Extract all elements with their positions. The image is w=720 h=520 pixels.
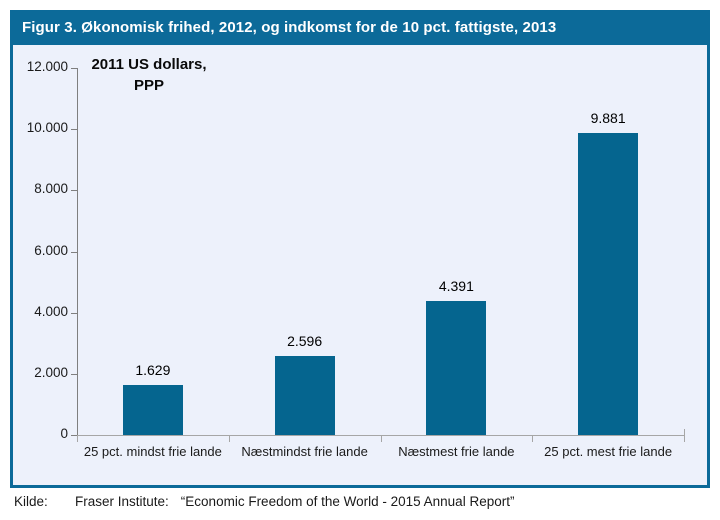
y-axis-tick [71, 435, 77, 436]
bar-value-label: 1.629 [135, 362, 171, 379]
source-label: Kilde: [14, 494, 48, 509]
x-axis-end-tick [684, 429, 685, 435]
category-label: Næstmest frie lande [398, 444, 515, 459]
y-tick-label: 12.000 [26, 59, 68, 74]
x-axis-tick [228, 436, 230, 442]
y-axis-tick [71, 190, 77, 192]
y-axis-tick [71, 251, 77, 253]
bar-value-label: 9.881 [590, 109, 626, 126]
bar-value-label: 4.391 [438, 277, 474, 294]
y-axis-tick [71, 129, 77, 131]
x-axis-tick [684, 436, 685, 442]
x-axis [77, 435, 685, 436]
source-publication: “Economic Freedom of the World - 2015 An… [180, 494, 515, 509]
figure-title: Figur 3. Økonomisk frihed, 2012, og indk… [22, 19, 557, 36]
source-institute: Fraser Institute: [75, 494, 169, 509]
bar [578, 132, 639, 435]
source-line: Kilde: Fraser Institute: “Economic Freedom… [14, 494, 514, 509]
y-tick-label: 2.000 [34, 364, 68, 380]
y-axis-tick [71, 312, 77, 314]
x-axis-tick [380, 436, 382, 442]
category-label: Næstmindst frie lande [241, 444, 368, 459]
figure-title-bar: Figur 3. Økonomisk frihed, 2012, og indk… [10, 10, 710, 45]
axis-units-line-2: PPP [133, 77, 164, 94]
x-axis-tick [532, 436, 534, 442]
x-axis-tick [77, 436, 78, 442]
y-axis-tick [71, 373, 77, 375]
y-tick-label: 10.000 [26, 120, 68, 136]
y-tick-label: 0 [60, 426, 68, 441]
axis-units-line-1: 2011 US dollars, [91, 56, 207, 73]
y-tick-label: 4.000 [34, 303, 68, 319]
axis-units-annotation: 2011 US dollars, PPP [86, 54, 212, 96]
bar [274, 355, 335, 435]
category-label: 25 pct. mindst frie lande [83, 444, 222, 459]
y-tick-label: 6.000 [34, 242, 68, 258]
bar [122, 385, 183, 435]
bar-value-label: 2.596 [287, 332, 323, 349]
y-axis [77, 68, 78, 436]
bar [426, 300, 487, 435]
category-label: 25 pct. mest frie lande [544, 444, 673, 459]
y-axis-tick [71, 68, 77, 69]
y-tick-label: 8.000 [34, 181, 68, 197]
